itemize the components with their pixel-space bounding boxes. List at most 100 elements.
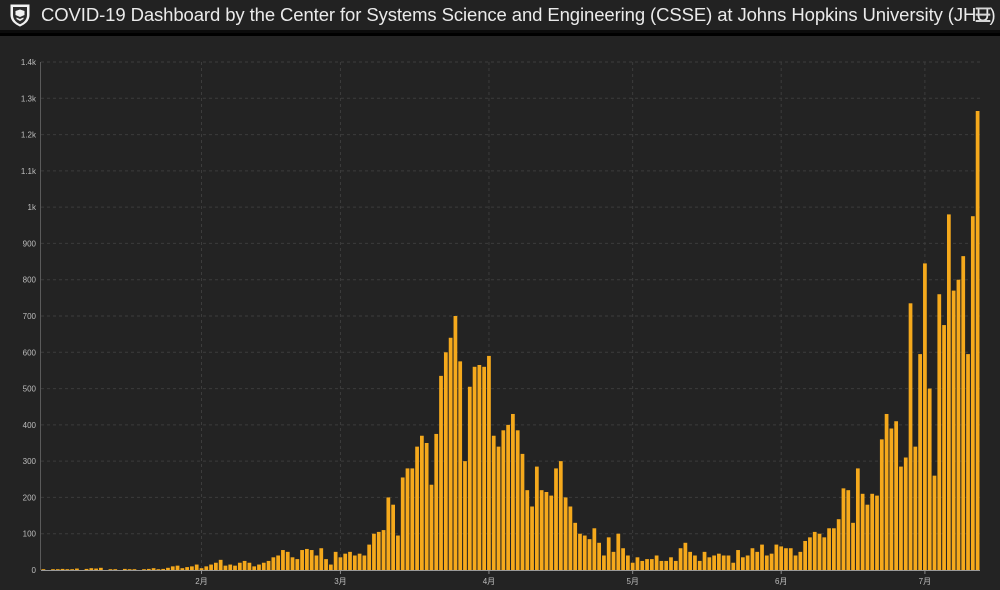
bar[interactable] — [827, 528, 831, 570]
bar[interactable] — [645, 559, 649, 570]
bar[interactable] — [204, 566, 209, 570]
bar[interactable] — [94, 568, 98, 570]
bar[interactable] — [434, 433, 439, 570]
bar[interactable] — [640, 560, 645, 570]
bar[interactable] — [376, 531, 381, 570]
bar[interactable] — [99, 567, 103, 570]
bar[interactable] — [884, 413, 889, 570]
bar[interactable] — [348, 551, 352, 570]
bar[interactable] — [927, 388, 932, 570]
bar[interactable] — [467, 386, 472, 570]
bar[interactable] — [812, 531, 817, 570]
bar[interactable] — [817, 533, 822, 570]
bar[interactable] — [918, 354, 922, 570]
bar[interactable] — [156, 569, 161, 570]
bar[interactable] — [400, 477, 405, 570]
bar[interactable] — [860, 493, 865, 570]
bar[interactable] — [252, 566, 257, 570]
bar[interactable] — [190, 566, 194, 570]
bar[interactable] — [228, 564, 233, 570]
bar[interactable] — [391, 504, 395, 570]
bar[interactable] — [209, 564, 213, 570]
bar[interactable] — [923, 263, 927, 570]
bar[interactable] — [616, 533, 621, 570]
bar[interactable] — [654, 555, 659, 570]
bar[interactable] — [180, 568, 185, 570]
bar[interactable] — [233, 565, 237, 570]
bar[interactable] — [487, 355, 491, 570]
bar[interactable] — [281, 550, 285, 570]
bar[interactable] — [453, 316, 458, 570]
bar[interactable] — [295, 559, 300, 570]
bar[interactable] — [611, 551, 616, 570]
bar[interactable] — [161, 568, 166, 570]
bar[interactable] — [961, 256, 966, 570]
bar[interactable] — [472, 366, 477, 570]
bar[interactable] — [381, 530, 386, 570]
bar[interactable] — [65, 569, 70, 570]
bar[interactable] — [127, 569, 132, 570]
bar[interactable] — [937, 294, 942, 570]
bar[interactable] — [582, 535, 587, 570]
bar[interactable] — [630, 562, 635, 570]
bar[interactable] — [300, 550, 304, 570]
bar[interactable] — [851, 522, 855, 570]
bar[interactable] — [338, 557, 343, 570]
bar[interactable] — [822, 537, 827, 570]
bar[interactable] — [673, 560, 678, 570]
bar[interactable] — [84, 568, 89, 570]
bar[interactable] — [142, 569, 146, 570]
bar[interactable] — [693, 555, 697, 570]
bar[interactable] — [903, 457, 908, 570]
bar[interactable] — [702, 551, 707, 570]
bar[interactable] — [664, 560, 669, 570]
bar[interactable] — [55, 569, 60, 570]
bar[interactable] — [261, 562, 266, 570]
bar[interactable] — [122, 568, 127, 570]
bar[interactable] — [908, 303, 913, 570]
bar[interactable] — [798, 551, 803, 570]
bar[interactable] — [875, 495, 879, 570]
bar[interactable] — [554, 468, 558, 570]
bar[interactable] — [396, 535, 400, 570]
bar[interactable] — [386, 497, 391, 570]
bar[interactable] — [774, 544, 779, 570]
bar[interactable] — [223, 565, 228, 570]
bar[interactable] — [362, 555, 367, 570]
bar[interactable] — [626, 555, 630, 570]
bar[interactable] — [688, 551, 693, 570]
bar[interactable] — [621, 548, 625, 570]
bar[interactable] — [951, 290, 956, 570]
bar[interactable] — [285, 551, 290, 570]
bar[interactable] — [424, 443, 429, 570]
bar[interactable] — [530, 506, 534, 571]
bar[interactable] — [558, 461, 563, 570]
bar[interactable] — [319, 548, 324, 570]
bar[interactable] — [477, 364, 482, 570]
bar[interactable] — [506, 424, 510, 570]
bar[interactable] — [113, 569, 118, 570]
bar[interactable] — [357, 553, 362, 570]
bar[interactable] — [602, 555, 606, 570]
bar[interactable] — [970, 216, 975, 570]
bar[interactable] — [333, 551, 338, 570]
bar[interactable] — [328, 564, 333, 570]
bar[interactable] — [841, 488, 846, 570]
bar[interactable] — [712, 555, 716, 570]
bar[interactable] — [726, 555, 731, 570]
bar[interactable] — [563, 497, 568, 570]
bar[interactable] — [635, 557, 640, 570]
bar[interactable] — [405, 468, 410, 570]
bar[interactable] — [769, 553, 774, 570]
bar[interactable] — [271, 557, 276, 570]
bar[interactable] — [60, 568, 65, 570]
bar[interactable] — [707, 557, 712, 570]
bar[interactable] — [534, 466, 539, 570]
bar[interactable] — [314, 555, 319, 570]
bar[interactable] — [496, 446, 501, 570]
bar[interactable] — [309, 550, 314, 570]
bar[interactable] — [659, 560, 664, 570]
bar[interactable] — [568, 506, 573, 571]
bar[interactable] — [879, 439, 884, 570]
bar[interactable] — [549, 495, 554, 570]
